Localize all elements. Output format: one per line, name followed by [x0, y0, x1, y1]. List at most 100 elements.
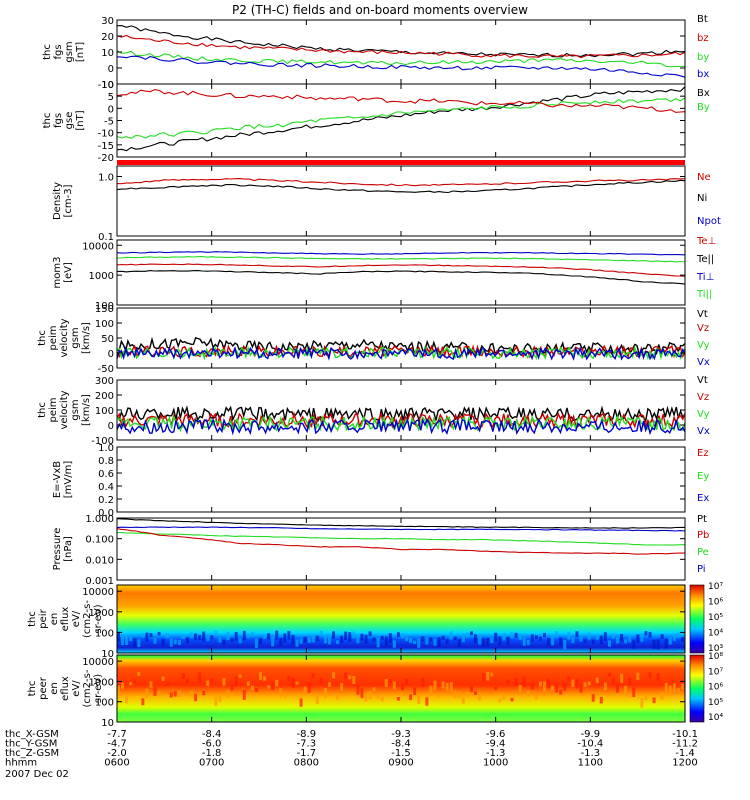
y-tick-label: 150 — [95, 304, 114, 315]
spectrogram-texture — [664, 638, 668, 649]
y-axis-label: thcpeirenefluxeV/(cm2-s-sr-eV) — [27, 600, 104, 638]
y-axis-label-line: gsm — [64, 41, 75, 62]
spectrogram-texture — [388, 679, 392, 683]
y-tick-label: 100 — [95, 698, 114, 709]
spectrogram-texture — [660, 691, 664, 700]
series-Vz — [116, 411, 686, 430]
x-row-value: -6.0 — [202, 739, 222, 750]
x-row-label: thc_X-GSM — [5, 729, 59, 740]
legend-Vx: Vx — [697, 426, 710, 437]
spectrogram-texture — [169, 692, 173, 698]
spectrogram-texture — [433, 639, 437, 646]
x-row-value: -9.9 — [581, 729, 601, 740]
y-axis-label-line: fgs — [53, 44, 64, 59]
spectrogram-texture — [230, 638, 234, 642]
spectrogram-texture — [502, 692, 506, 700]
spectrogram-texture — [198, 635, 202, 641]
y-axis-label-line: [nPa] — [63, 536, 74, 562]
spectrogram-texture — [474, 634, 478, 644]
y-axis-label: Pressure[nPa] — [52, 528, 74, 571]
y-axis-label-line: (cm2-s- — [82, 669, 93, 707]
y-tick-label: 10000 — [82, 657, 114, 668]
spectrogram-texture — [445, 682, 449, 691]
y-axis-label-line: E=-VxB — [52, 461, 63, 498]
spectrogram-texture — [494, 632, 498, 642]
spectrogram-texture — [271, 637, 275, 647]
spectrogram-texture — [202, 690, 206, 696]
spectrogram-texture — [555, 685, 559, 693]
spectrogram-texture — [425, 697, 429, 706]
x-row-value: -4.7 — [107, 739, 127, 750]
y-axis-label: thcfgsgse[nT] — [42, 110, 86, 130]
series-Te|| — [116, 270, 686, 285]
spectrogram-texture — [514, 678, 518, 687]
legend-by: by — [697, 52, 709, 63]
spectrogram-texture — [190, 632, 194, 639]
x-row-label: thc_Z-GSM — [5, 748, 59, 759]
spectrogram-texture — [303, 686, 307, 694]
spectrogram-texture — [246, 681, 250, 686]
spectrogram-texture — [218, 693, 222, 702]
series-Ti|| — [117, 255, 686, 263]
spectrogram-texture — [287, 676, 291, 681]
spectrogram-texture — [250, 631, 254, 638]
y-tick-label: -15 — [98, 141, 114, 152]
x-row-value: -1.4 — [675, 748, 695, 759]
y-axis-label-line: peer — [38, 676, 49, 700]
spectrogram-texture — [259, 672, 262, 680]
spectrogram-texture — [181, 673, 185, 679]
x-row-label: hhmm — [5, 758, 37, 769]
spectrogram-texture — [498, 698, 502, 703]
spectrogram-peir_spec — [117, 585, 685, 653]
series-Pe — [117, 531, 685, 546]
y-tick-label: 1000 — [89, 608, 114, 619]
spectrogram-texture — [137, 639, 141, 647]
panel-frame — [116, 239, 686, 306]
spectrogram-texture — [145, 632, 149, 642]
spectrogram-texture — [579, 685, 583, 693]
colorbar-tick-label: 10⁵ — [708, 613, 723, 623]
spectrogram-texture — [344, 672, 348, 680]
y-axis-label-line: en — [49, 682, 60, 695]
spectrogram-texture — [502, 632, 506, 641]
spectrogram-texture — [153, 638, 157, 644]
spectrogram-texture — [559, 689, 563, 695]
spectrogram-texture — [388, 633, 392, 643]
spectrogram-texture — [364, 634, 368, 644]
spectrogram-texture — [636, 672, 640, 680]
chart-title: P2 (TH-C) fields and on-board moments ov… — [232, 3, 528, 17]
panel-temperature: 10000 1000 100 mom3[eV] Te⊥ Te|| Ti⊥ Ti|| — [52, 236, 716, 312]
spectrogram-texture — [340, 635, 344, 644]
spectrogram-texture — [384, 636, 388, 646]
spectrogram-texture — [413, 640, 417, 645]
y-tick-label: -100 — [91, 436, 114, 447]
x-row-value: -9.3 — [391, 729, 411, 740]
spectrogram-texture — [583, 682, 587, 688]
y-axis-label: thcfgsgsm[nT] — [42, 41, 86, 62]
series-Bt — [116, 25, 686, 58]
y-axis-label-line: eflux — [60, 676, 71, 701]
colorbar-peir_spec — [689, 584, 705, 654]
spectrogram-texture — [445, 639, 449, 644]
y-axis-label-line: sr-eV) — [93, 604, 104, 633]
spectrogram-texture — [672, 683, 676, 692]
panel-fgs_gsm: 30 20 10 0 -10 thcfgsgsm[nT] Bt bz by bx — [42, 14, 709, 91]
spectrogram-texture — [607, 672, 611, 677]
spectrogram-texture — [591, 694, 595, 702]
x-row-value: 0700 — [199, 758, 224, 769]
y-tick-label: 10 — [101, 649, 114, 660]
spectrogram-texture — [429, 685, 433, 694]
series-By — [116, 97, 686, 139]
y-axis-label-line: mom3 — [52, 257, 63, 289]
spectrogram-texture — [413, 687, 417, 695]
y-axis-label-line: [cm-3] — [63, 184, 74, 217]
spectrogram-texture — [579, 637, 583, 642]
spectrogram-texture — [384, 679, 388, 688]
spectrogram-texture — [206, 636, 210, 642]
spectrogram-texture — [672, 633, 676, 641]
spectrogram-texture — [668, 685, 672, 695]
y-tick-label: 0.6 — [98, 469, 114, 480]
spectrogram-texture — [340, 682, 344, 691]
spectrogram-texture — [177, 640, 181, 645]
